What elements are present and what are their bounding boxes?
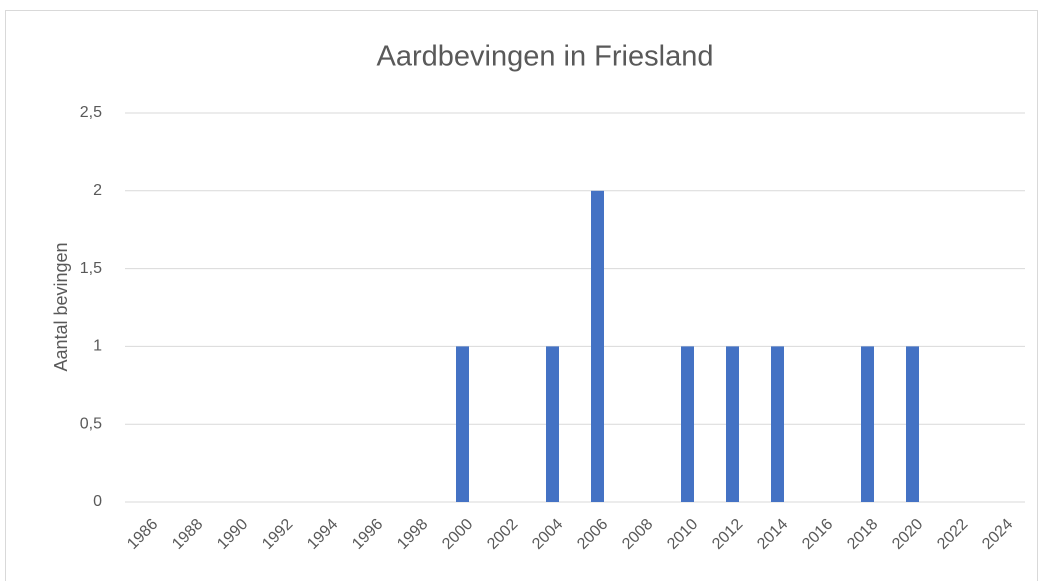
chart-frame bbox=[5, 10, 1038, 581]
bar bbox=[906, 346, 919, 502]
bar bbox=[771, 346, 784, 502]
bar bbox=[861, 346, 874, 502]
y-tick-label: 0,5 bbox=[80, 415, 102, 432]
bar bbox=[456, 346, 469, 502]
chart-title: Aardbevingen in Friesland bbox=[377, 41, 714, 73]
y-tick-label: 1 bbox=[93, 338, 102, 355]
y-tick-label: 0 bbox=[93, 493, 102, 510]
bar bbox=[546, 346, 559, 502]
bar bbox=[726, 346, 739, 502]
bar bbox=[591, 190, 604, 503]
y-tick-label: 1,5 bbox=[80, 260, 102, 277]
y-axis-title: Aantal bevingen bbox=[51, 242, 71, 371]
y-tick-label: 2 bbox=[93, 182, 102, 199]
y-tick-label: 2,5 bbox=[80, 104, 102, 121]
bar bbox=[681, 346, 694, 502]
